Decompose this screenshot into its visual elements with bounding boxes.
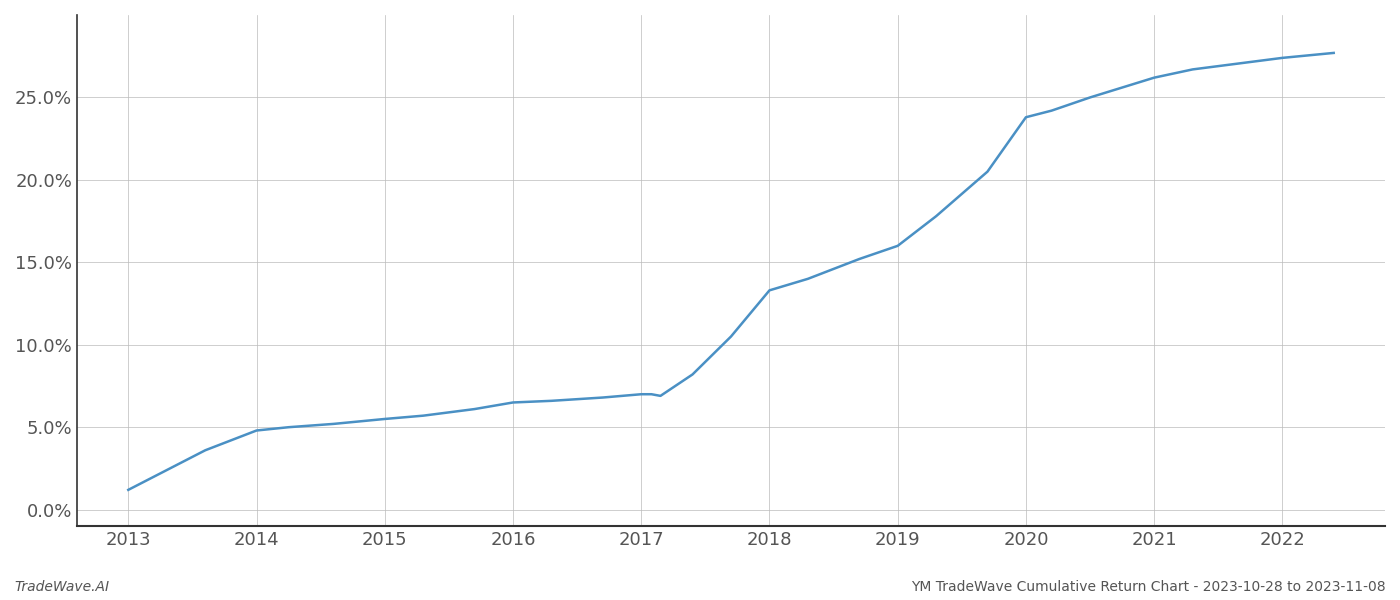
Text: TradeWave.AI: TradeWave.AI (14, 580, 109, 594)
Text: YM TradeWave Cumulative Return Chart - 2023-10-28 to 2023-11-08: YM TradeWave Cumulative Return Chart - 2… (911, 580, 1386, 594)
